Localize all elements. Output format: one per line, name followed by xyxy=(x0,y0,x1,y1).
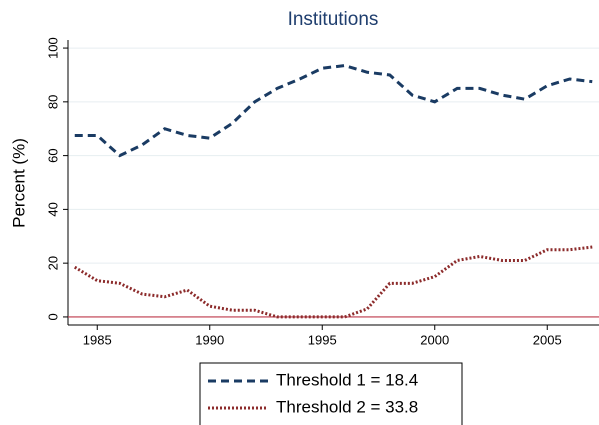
x-tick-label: 2000 xyxy=(420,332,449,347)
y-tick-label: 40 xyxy=(45,202,60,216)
y-tick-label: 60 xyxy=(45,148,60,162)
legend-box xyxy=(199,362,463,425)
y-tick-label: 0 xyxy=(45,313,60,320)
y-tick-label: 80 xyxy=(45,95,60,109)
series-line xyxy=(74,64,593,158)
series-line xyxy=(73,245,593,319)
y-axis-label: Percent (%) xyxy=(9,138,28,228)
x-tick-label: 1985 xyxy=(83,332,112,347)
chart-title: Institutions xyxy=(288,9,379,30)
legend-label: Threshold 1 = 18.4 xyxy=(276,370,418,389)
legend-label: Threshold 2 = 33.8 xyxy=(276,397,418,416)
x-tick-label: 2005 xyxy=(533,332,562,347)
y-tick-label: 100 xyxy=(45,37,60,59)
x-tick-label: 1990 xyxy=(195,332,224,347)
y-tick-label: 20 xyxy=(45,256,60,270)
x-tick-label: 1995 xyxy=(308,332,337,347)
